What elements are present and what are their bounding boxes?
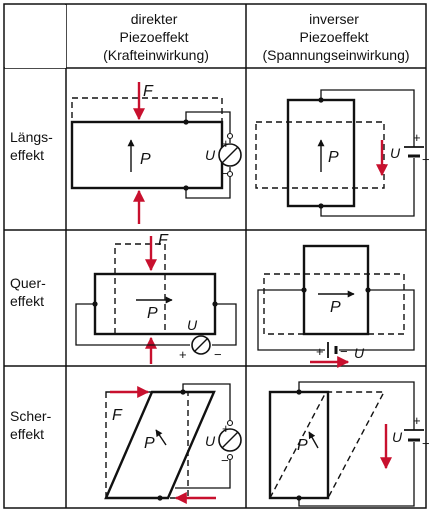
svg-text:−: − xyxy=(221,453,229,468)
inverse-transverse-diagram: P + − U xyxy=(257,244,415,368)
inverse-longitudinal-diagram: P + − U xyxy=(255,89,430,217)
svg-text:−: − xyxy=(340,344,348,359)
svg-text:+: + xyxy=(413,130,421,145)
row-label-quer: Quer- effekt xyxy=(10,275,50,309)
empty-corner xyxy=(5,5,66,68)
svg-text:+: + xyxy=(413,413,421,428)
force-symbol: F xyxy=(143,83,154,100)
inverse-shear-diagram: P + − U xyxy=(268,381,430,507)
voltage-symbol: U xyxy=(354,345,365,361)
polarization-arrow xyxy=(155,429,167,446)
direct-longitudinal-diagram: F P + − U xyxy=(70,82,242,224)
crystal-body xyxy=(302,244,370,336)
direct-transverse-diagram: P F + − U xyxy=(75,232,237,364)
polarization-symbol: P xyxy=(297,437,308,454)
polarization-symbol: P xyxy=(144,435,155,452)
voltage-symbol: U xyxy=(205,433,216,449)
polarization-symbol: P xyxy=(140,151,151,168)
svg-text:−: − xyxy=(221,166,229,181)
polarization-symbol: P xyxy=(328,149,339,166)
table-grid xyxy=(3,3,427,509)
svg-text:−: − xyxy=(422,436,430,451)
polarization-arrow xyxy=(308,431,319,449)
svg-text:−: − xyxy=(214,347,222,362)
svg-text:−: − xyxy=(422,152,430,167)
crystal-body xyxy=(104,390,216,500)
voltage-symbol: U xyxy=(392,429,403,445)
header-col1: direkter Piezoeffekt (Krafteinwirkung) xyxy=(103,11,209,63)
svg-text:+: + xyxy=(222,421,230,436)
direct-shear-diagram: F P + − U xyxy=(104,383,242,504)
voltage-symbol: U xyxy=(205,147,216,163)
row-label-laengs: Längs- effekt xyxy=(10,129,57,163)
svg-text:+: + xyxy=(222,136,230,151)
svg-text:+: + xyxy=(316,344,324,359)
row-label-scher: Scher- effekt xyxy=(10,408,55,442)
polarization-symbol: P xyxy=(330,299,341,316)
polarization-symbol: P xyxy=(147,305,158,322)
header-col2: inverser Piezoeffekt (Spannungseinwirkun… xyxy=(262,11,409,63)
deformed-outline xyxy=(255,121,385,189)
force-symbol: F xyxy=(112,407,123,424)
voltage-symbol: U xyxy=(390,145,401,161)
force-symbol: F xyxy=(158,232,169,249)
voltage-symbol: U xyxy=(187,317,198,333)
svg-text:+: + xyxy=(179,347,187,362)
